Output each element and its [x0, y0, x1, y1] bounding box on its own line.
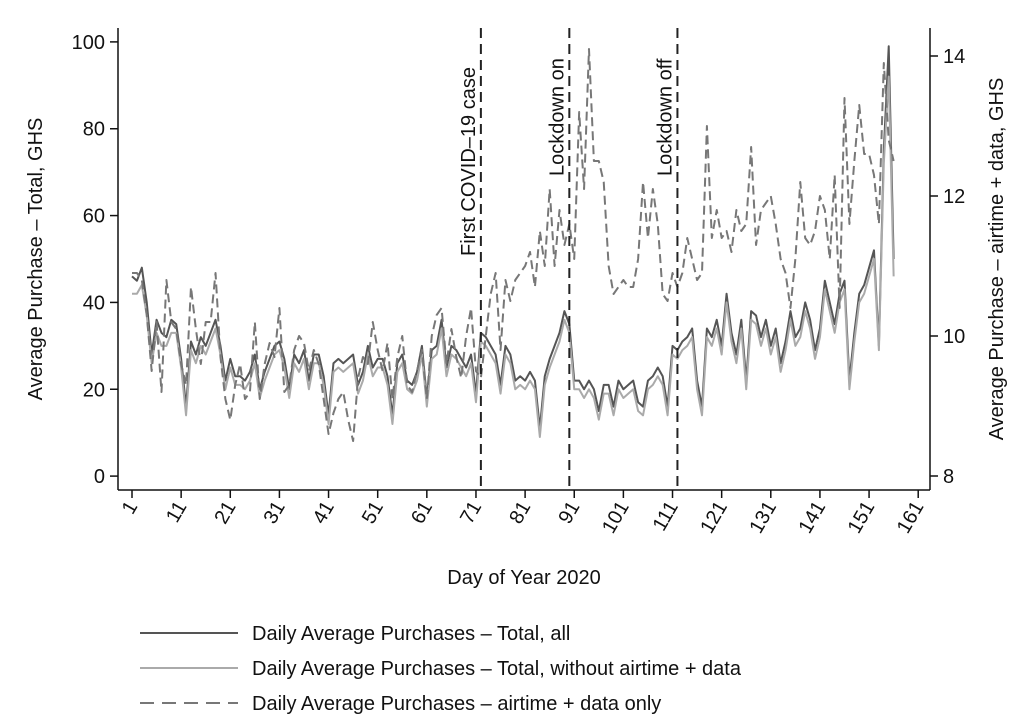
event-label: Lockdown on — [546, 58, 568, 176]
y-axis-label: Average Purchase – Total, GHS — [25, 118, 47, 401]
x-axis-label: Day of Year 2020 — [447, 567, 600, 589]
y-tick-label: 40 — [83, 292, 105, 314]
event-label: First COVID–19 case — [458, 67, 480, 256]
series-line — [132, 75, 895, 439]
series-line — [132, 48, 895, 442]
y2-tick-label: 10 — [943, 326, 965, 348]
y2-tick-label: 8 — [943, 466, 954, 488]
y-tick-label: 60 — [83, 206, 105, 228]
y-tick-label: 20 — [83, 379, 105, 401]
y2-tick-label: 14 — [943, 46, 965, 68]
legend-label: Daily Average Purchases – Total, without… — [252, 658, 742, 680]
y-tick-label: 0 — [94, 466, 105, 488]
y2-tick-label: 12 — [943, 186, 965, 208]
y-tick-label: 100 — [72, 32, 105, 54]
event-label: Lockdown off — [654, 58, 676, 176]
y-tick-label: 80 — [83, 119, 105, 141]
legend-label: Daily Average Purchases – Total, all — [252, 623, 570, 645]
y2-axis-label: Average Purchase – airtime + data, GHS — [986, 78, 1008, 441]
legend-label: Daily Average Purchases – airtime + data… — [252, 693, 661, 715]
